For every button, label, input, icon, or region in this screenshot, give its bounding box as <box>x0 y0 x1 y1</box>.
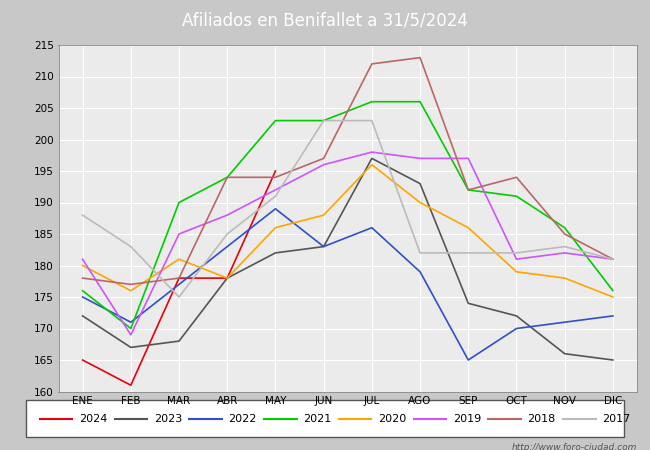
Text: 2018: 2018 <box>528 414 556 423</box>
Text: http://www.foro-ciudad.com: http://www.foro-ciudad.com <box>512 443 637 450</box>
Text: 2024: 2024 <box>79 414 107 423</box>
Text: 2017: 2017 <box>602 414 630 423</box>
Text: 2022: 2022 <box>229 414 257 423</box>
Text: 2020: 2020 <box>378 414 406 423</box>
Text: Afiliados en Benifallet a 31/5/2024: Afiliados en Benifallet a 31/5/2024 <box>182 11 468 29</box>
Text: 2021: 2021 <box>303 414 332 423</box>
Text: 2019: 2019 <box>453 414 481 423</box>
FancyBboxPatch shape <box>26 400 624 437</box>
Text: 2023: 2023 <box>154 414 182 423</box>
